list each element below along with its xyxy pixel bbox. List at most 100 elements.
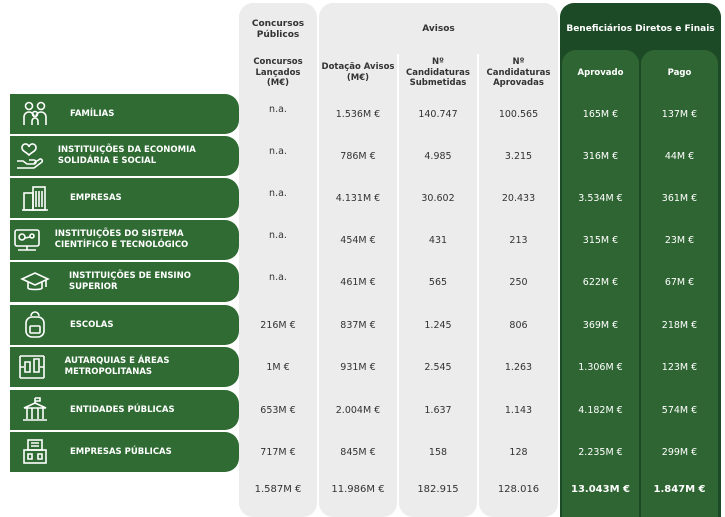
concursos-column-bg	[239, 3, 317, 517]
row-label-text: EMPRESAS	[70, 192, 122, 203]
cell-aprovadas: 100.565	[498, 108, 539, 120]
cell-concursos: n.a.	[269, 272, 287, 283]
cell-submetidas: 565	[428, 276, 448, 288]
cell-aprovado: 622M €	[582, 276, 619, 288]
aprovado-column-bg	[562, 50, 639, 517]
cell-concursos: 717M €	[260, 446, 296, 458]
cell-submetidas: 4.985	[424, 150, 452, 162]
beneficiarios-group-header: Beneficiários Diretos e Finais	[566, 24, 715, 35]
row-label-text: ENTIDADES PÚBLICAS	[70, 404, 175, 415]
total-aprovado: 13.043M €	[571, 483, 630, 495]
cell-aprovado: 315M €	[582, 234, 619, 246]
cell-submetidas: 158	[428, 446, 448, 458]
dotacao-avisos-header: Dotação Avisos (M€)	[321, 62, 395, 83]
microscope-icon	[10, 220, 45, 260]
cell-aprovadas: 3.215	[504, 150, 533, 162]
city-map-icon	[10, 347, 55, 387]
cell-pago: 23M €	[664, 234, 695, 246]
row-label-text: INSTITUIÇÕES DE ENSINO SUPERIOR	[69, 271, 191, 292]
graduation-cap-icon	[10, 262, 59, 302]
cell-submetidas: 140.747	[418, 108, 458, 120]
total-dotacao: 11.986M €	[331, 483, 385, 495]
cell-dotacao: 837M €	[340, 319, 376, 331]
cell-submetidas: 431	[428, 234, 448, 246]
submetidas-column-bg	[399, 48, 477, 517]
cell-concursos: 1M €	[266, 361, 290, 373]
cell-aprovadas: 806	[509, 319, 528, 331]
cell-pago: 67M €	[664, 276, 695, 288]
cell-pago: 361M €	[661, 192, 698, 204]
cell-concursos: n.a.	[269, 188, 287, 199]
cell-concursos: 216M €	[260, 319, 296, 331]
cell-dotacao: 1.536M €	[335, 108, 381, 120]
row-label-text: INSTITUIÇÕES DO SISTEMA CIENTÍFICO E TEC…	[54, 229, 189, 250]
cell-aprovado: 1.306M €	[578, 361, 623, 373]
cell-aprovadas: 20.433	[501, 192, 536, 204]
cell-pago: 44M €	[664, 150, 695, 162]
cell-aprovadas: 1.263	[504, 361, 533, 373]
cell-dotacao: 931M €	[340, 361, 376, 373]
pago-column-bg	[641, 50, 718, 517]
cell-aprovado: 369M €	[582, 319, 619, 331]
cell-dotacao: 845M €	[340, 446, 376, 458]
cell-pago: 123M €	[661, 361, 698, 373]
cell-pago: 218M €	[661, 319, 698, 331]
cell-pago: 137M €	[661, 108, 698, 120]
pago-header: Pago	[667, 67, 692, 78]
cell-aprovadas: 128	[509, 446, 528, 458]
row-label-text: ESCOLAS	[70, 319, 114, 330]
cell-concursos: n.a.	[269, 230, 287, 241]
public-company-icon	[10, 432, 60, 472]
aprovadas-column-bg	[479, 48, 558, 517]
cell-aprovado: 4.182M €	[578, 404, 623, 416]
row-label-ensino-superior[interactable]: INSTITUIÇÕES DE ENSINO SUPERIOR	[10, 262, 239, 302]
total-concursos: 1.587M €	[254, 483, 302, 495]
row-label-sistema-cientifico[interactable]: INSTITUIÇÕES DO SISTEMA CIENTÍFICO E TEC…	[10, 220, 239, 260]
row-label-text: AUTARQUIAS E ÁREAS METROPOLITANAS	[64, 356, 170, 377]
candidaturas-aprovadas-header: Nº Candidaturas Aprovadas	[486, 57, 551, 89]
cell-aprovadas: 1.143	[504, 404, 533, 416]
dotacao-column-bg	[319, 48, 397, 517]
cell-submetidas: 1.637	[424, 404, 452, 416]
row-label-escolas[interactable]: ESCOLAS	[10, 305, 239, 345]
cell-dotacao: 4.131M €	[335, 192, 381, 204]
cell-aprovado: 316M €	[582, 150, 619, 162]
cell-dotacao: 2.004M €	[335, 404, 381, 416]
row-label-entidades-publicas[interactable]: ENTIDADES PÚBLICAS	[10, 390, 239, 430]
total-pago: 1.847M €	[653, 483, 706, 495]
cell-dotacao: 454M €	[340, 234, 376, 246]
aprovado-header: Aprovado	[577, 67, 624, 78]
avisos-group-bg	[319, 3, 558, 54]
family-icon	[10, 94, 60, 134]
concursos-lancados-header: Concursos Lançados (M€)	[253, 57, 303, 89]
candidaturas-submetidas-header: Nº Candidaturas Submetidas	[406, 57, 470, 89]
row-label-empresas[interactable]: EMPRESAS	[10, 178, 239, 218]
concursos-group-header: Concursos Públicos	[251, 18, 305, 40]
cell-aprovadas: 250	[509, 276, 528, 288]
cell-dotacao: 461M €	[340, 276, 376, 288]
cell-pago: 299M €	[661, 446, 698, 458]
cell-concursos: n.a.	[269, 104, 287, 115]
cell-dotacao: 786M €	[340, 150, 376, 162]
cell-submetidas: 30.602	[421, 192, 455, 204]
row-label-economia-social[interactable]: INSTITUIÇÕES DA ECONOMIA SOLIDÁRIA E SOC…	[10, 136, 239, 176]
row-label-empresas-publicas[interactable]: EMPRESAS PÚBLICAS	[10, 432, 239, 472]
buildings-icon	[10, 178, 60, 218]
cell-concursos: n.a.	[269, 146, 287, 157]
row-label-text: EMPRESAS PÚBLICAS	[70, 446, 172, 457]
cell-pago: 574M €	[661, 404, 698, 416]
government-building-icon	[10, 390, 60, 430]
avisos-group-header: Avisos	[422, 24, 455, 35]
backpack-icon	[10, 305, 60, 345]
heart-hand-icon	[10, 136, 48, 176]
total-aprovadas: 128.016	[497, 483, 540, 495]
row-label-text: FAMÍLIAS	[70, 108, 115, 119]
cell-aprovado: 3.534M €	[578, 192, 623, 204]
row-label-autarquias[interactable]: AUTARQUIAS E ÁREAS METROPOLITANAS	[10, 347, 239, 387]
row-label-familias[interactable]: FAMÍLIAS	[10, 94, 239, 134]
total-submetidas: 182.915	[417, 483, 459, 495]
cell-aprovado: 165M €	[582, 108, 619, 120]
cell-aprovadas: 213	[509, 234, 528, 246]
cell-submetidas: 2.545	[424, 361, 452, 373]
cell-submetidas: 1.245	[424, 319, 452, 331]
